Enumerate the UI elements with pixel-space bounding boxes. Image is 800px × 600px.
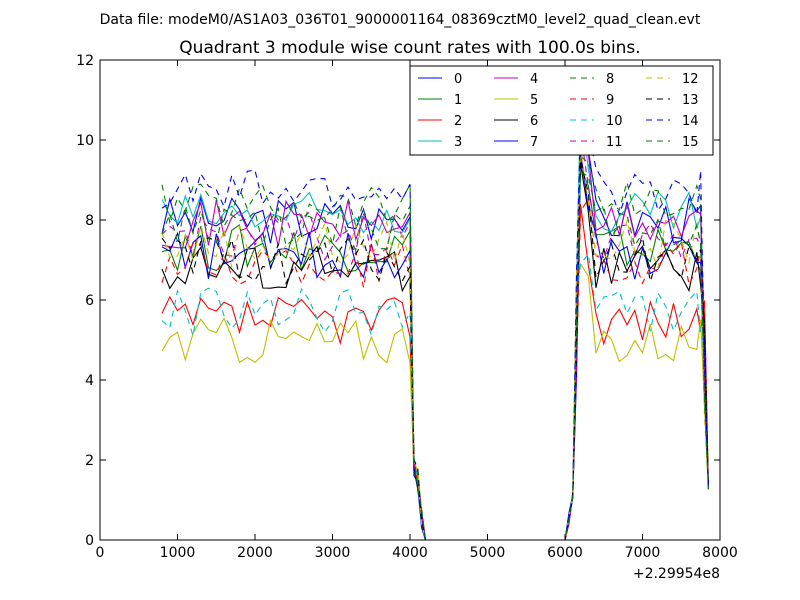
legend-label-15: 15 — [682, 135, 699, 150]
x-tick-label: 4000 — [392, 545, 428, 561]
series-line-7 — [161, 151, 709, 541]
y-tick-label: 4 — [85, 373, 94, 389]
data-file-label: Data file: modeM0/AS1A03_036T01_90000011… — [100, 12, 701, 28]
legend-label-2: 2 — [454, 114, 462, 129]
legend-label-8: 8 — [606, 72, 614, 87]
y-tick-label: 0 — [85, 533, 94, 549]
series-line-3 — [161, 103, 709, 541]
series-line-8 — [161, 154, 709, 541]
legend-label-9: 9 — [606, 93, 614, 108]
x-tick-label: 3000 — [315, 545, 351, 561]
series-line-4 — [161, 135, 709, 541]
legend-label-11: 11 — [606, 135, 623, 150]
x-tick-label: 8000 — [702, 545, 738, 561]
x-tick-label: 5000 — [470, 545, 506, 561]
x-tick-label: 2000 — [237, 545, 273, 561]
legend-label-5: 5 — [530, 93, 538, 108]
x-tick-label: 0 — [96, 545, 105, 561]
y-tick-label: 12 — [76, 53, 94, 69]
series-line-14 — [161, 122, 709, 541]
x-tick-label: 6000 — [547, 545, 583, 561]
y-tick-label: 8 — [85, 213, 94, 229]
legend-label-0: 0 — [454, 72, 462, 87]
series-line-0 — [161, 138, 709, 541]
series-line-10 — [161, 252, 709, 541]
series-layer — [161, 103, 709, 541]
legend-label-4: 4 — [530, 72, 538, 87]
legend-box — [409, 65, 714, 156]
legend-label-1: 1 — [454, 93, 462, 108]
y-tick-label: 10 — [76, 133, 94, 149]
legend-label-14: 14 — [682, 114, 699, 129]
y-tick-label: 2 — [85, 453, 94, 469]
legend-label-10: 10 — [606, 114, 623, 129]
axes-layer: 0 1000 2000 3000 4000 5000 6000 7000 80000246810… — [76, 53, 738, 561]
legend-label-13: 13 — [682, 93, 699, 108]
legend-label-7: 7 — [530, 135, 538, 150]
y-tick-label: 6 — [85, 293, 94, 309]
legend-label-3: 3 — [454, 135, 462, 150]
chart-title: Quadrant 3 module wise count rates with … — [179, 38, 640, 58]
legend-label-12: 12 — [682, 72, 699, 87]
x-tick-label: 1000 — [160, 545, 196, 561]
series-line-13 — [161, 159, 709, 541]
series-line-2 — [161, 203, 709, 541]
x-tick-label: 7000 — [625, 545, 661, 561]
legend-label-6: 6 — [530, 114, 538, 129]
x-offset-label: +2.29954e8 — [633, 566, 720, 582]
